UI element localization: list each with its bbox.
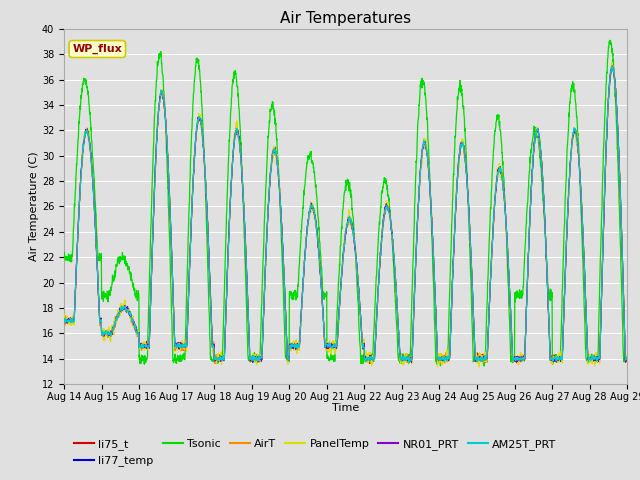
Y-axis label: Air Temperature (C): Air Temperature (C) — [29, 152, 39, 261]
Text: WP_flux: WP_flux — [72, 44, 122, 54]
Title: Air Temperatures: Air Temperatures — [280, 11, 411, 26]
X-axis label: Time: Time — [332, 403, 359, 413]
Legend: li75_t, li77_temp, Tsonic, AirT, PanelTemp, NR01_PRT, AM25T_PRT: li75_t, li77_temp, Tsonic, AirT, PanelTe… — [70, 434, 561, 471]
